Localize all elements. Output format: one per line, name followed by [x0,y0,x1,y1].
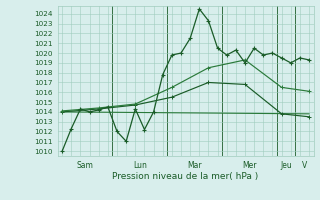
Text: Mer: Mer [242,161,257,170]
Text: Mar: Mar [188,161,202,170]
Text: Sam: Sam [76,161,93,170]
X-axis label: Pression niveau de la mer( hPa ): Pression niveau de la mer( hPa ) [112,172,259,181]
Text: Jeu: Jeu [280,161,292,170]
Text: Lun: Lun [133,161,147,170]
Text: V: V [302,161,307,170]
